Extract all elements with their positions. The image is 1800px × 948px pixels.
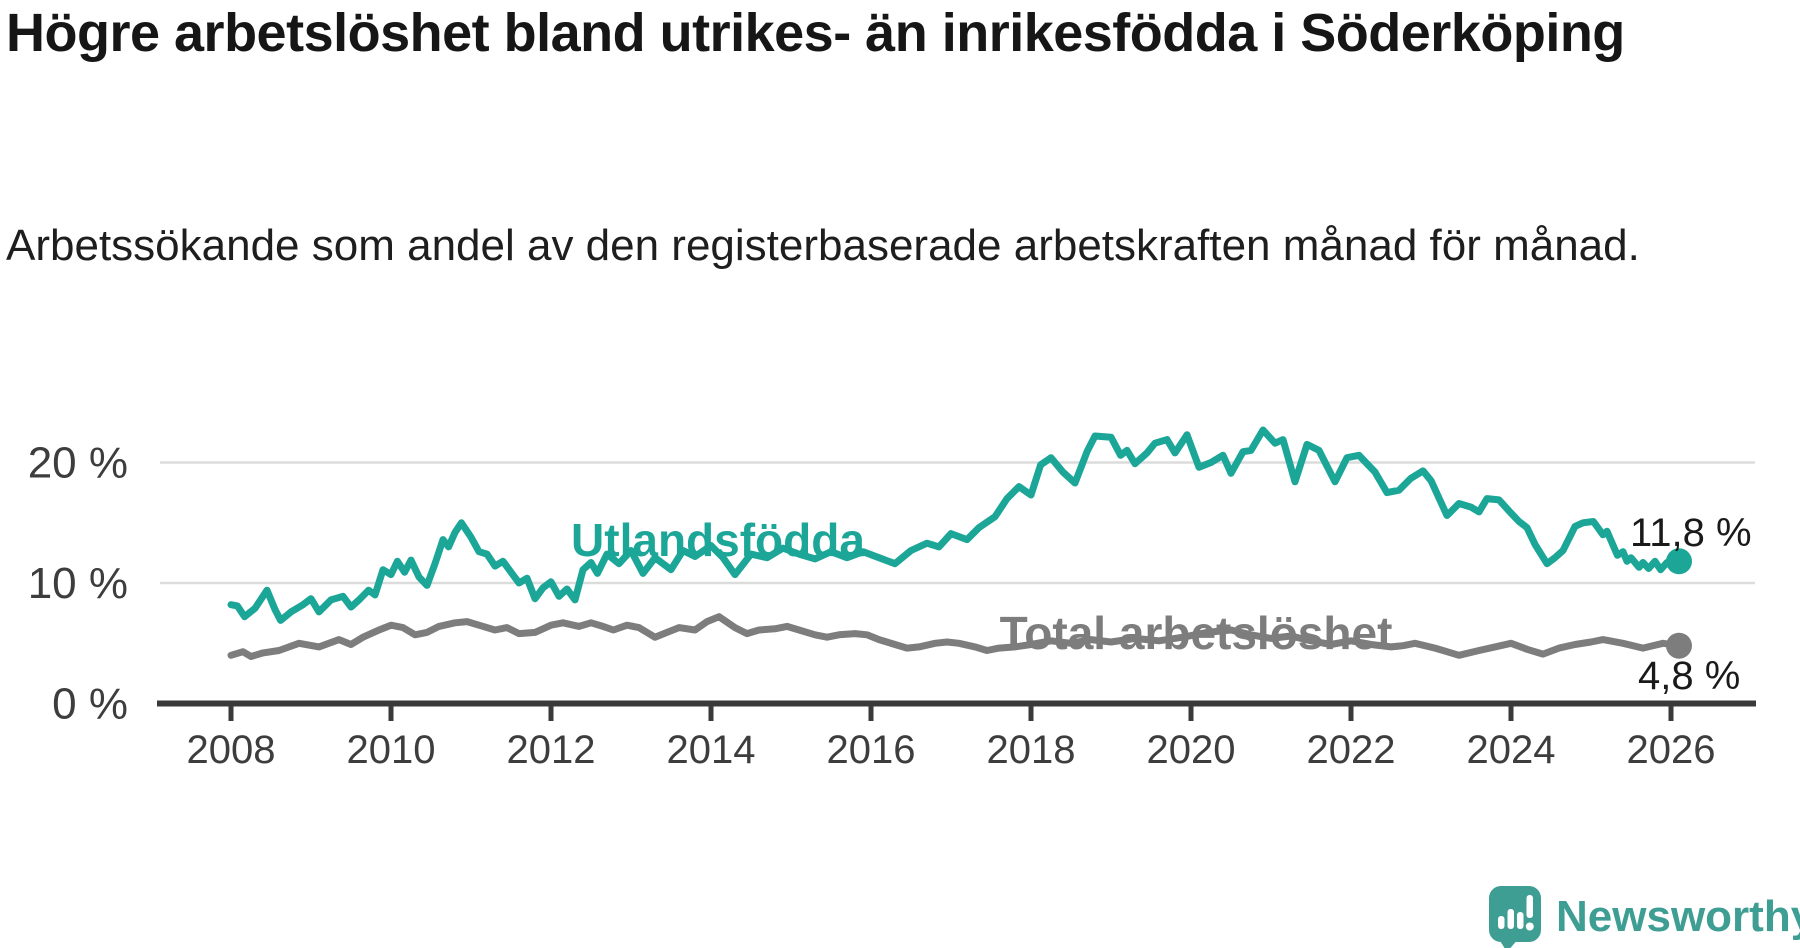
page-subtitle: Arbetssökande som andel av den registerb… — [6, 221, 1640, 270]
x-tick-label: 2012 — [507, 728, 596, 772]
x-tick-label: 2024 — [1467, 728, 1556, 772]
x-tick-label: 2020 — [1147, 728, 1236, 772]
series-label-utlandsfodda: Utlandsfödda — [571, 514, 865, 566]
series-line-utlandsfodda — [227, 426, 1683, 624]
newsworthy-logo: Newsworthy — [1489, 886, 1800, 948]
value-label-utlandsfodda: 11,8 % — [1630, 511, 1752, 555]
plot-area: 2008 2010 2012 2014 2016 2018 2020 2022 2024 2026… — [28, 426, 1756, 772]
page-title: Högre arbetslöshet bland utrikes- än inr… — [6, 3, 1625, 63]
x-tick-label: 2022 — [1307, 728, 1396, 772]
series-line-total-arbetsloshet — [227, 613, 1683, 660]
bar-chart-icon — [1498, 909, 1524, 929]
x-tick-label: 2026 — [1627, 728, 1716, 772]
x-tick-label: 2016 — [827, 728, 916, 772]
x-tick-label: 2014 — [667, 728, 756, 772]
x-tick-label: 2010 — [347, 728, 436, 772]
series-end-dot-total-arbetsloshet — [1666, 632, 1692, 659]
series-label-total-arbetsloshet: Total arbetslöshet — [1000, 607, 1393, 659]
logo-text: Newsworthy — [1556, 892, 1800, 941]
logo-bubble — [1489, 886, 1541, 942]
x-tick-label: 2018 — [987, 728, 1076, 772]
y-tick-label: 0 % — [52, 680, 128, 729]
y-tick-label: 10 % — [28, 559, 128, 608]
value-label-total-arbetsloshet: 4,8 % — [1638, 654, 1740, 698]
y-tick-label: 20 % — [28, 439, 128, 488]
exclamation-icon — [1525, 895, 1534, 931]
x-tick-label: 2008 — [187, 728, 276, 772]
series-end-dot-utlandsfodda — [1666, 548, 1692, 575]
